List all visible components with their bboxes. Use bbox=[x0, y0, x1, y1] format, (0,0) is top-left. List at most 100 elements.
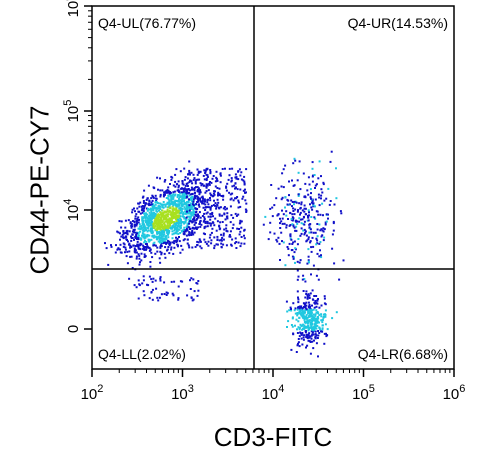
event-dot bbox=[332, 222, 335, 225]
event-dot bbox=[158, 257, 161, 260]
event-dot bbox=[299, 331, 302, 334]
event-dot bbox=[319, 249, 321, 252]
event-dot bbox=[146, 216, 149, 219]
event-dot bbox=[215, 207, 218, 210]
event-dot bbox=[312, 333, 315, 336]
event-dot bbox=[151, 194, 154, 197]
event-dot bbox=[144, 255, 147, 258]
event-dot bbox=[155, 215, 158, 218]
event-dot bbox=[172, 232, 175, 235]
event-dot bbox=[173, 246, 176, 249]
event-dot bbox=[185, 201, 188, 204]
event-dot bbox=[311, 317, 314, 320]
event-dot bbox=[282, 241, 285, 244]
event-dot bbox=[212, 215, 214, 218]
event-dot bbox=[308, 231, 311, 234]
event-dot bbox=[186, 210, 188, 213]
event-dot bbox=[205, 173, 208, 176]
event-dot bbox=[168, 191, 171, 193]
event-dot bbox=[176, 189, 179, 192]
event-dot bbox=[173, 221, 176, 224]
event-dot bbox=[157, 299, 160, 302]
event-dot bbox=[210, 231, 213, 234]
event-dot bbox=[148, 211, 151, 214]
event-dot bbox=[175, 232, 178, 235]
event-dot bbox=[313, 325, 316, 328]
event-dot bbox=[306, 296, 309, 298]
event-dot bbox=[210, 181, 213, 184]
event-dot bbox=[311, 320, 314, 323]
event-dot bbox=[290, 348, 293, 351]
event-dot bbox=[286, 310, 289, 313]
event-dot bbox=[239, 188, 242, 191]
event-dot bbox=[159, 241, 162, 244]
event-dot bbox=[187, 203, 190, 206]
event-dot bbox=[308, 319, 311, 322]
event-dot bbox=[295, 351, 298, 353]
event-dot bbox=[312, 308, 315, 311]
event-dot bbox=[299, 188, 302, 191]
event-dot bbox=[188, 220, 190, 223]
event-dot bbox=[138, 247, 141, 250]
event-dot bbox=[156, 217, 159, 220]
event-dot bbox=[183, 192, 186, 195]
event-dot bbox=[175, 168, 178, 171]
event-dot bbox=[136, 222, 138, 225]
event-dot bbox=[243, 229, 246, 232]
event-dot bbox=[306, 344, 309, 347]
event-dot bbox=[286, 246, 289, 248]
event-dot bbox=[329, 200, 332, 202]
event-dot bbox=[240, 171, 243, 174]
event-dot bbox=[299, 332, 302, 335]
event-dot bbox=[198, 190, 201, 193]
event-dot bbox=[124, 251, 126, 254]
event-dot bbox=[317, 355, 319, 358]
event-dot bbox=[137, 237, 140, 240]
event-dot bbox=[288, 203, 291, 206]
event-dot bbox=[156, 296, 159, 299]
event-dot bbox=[136, 245, 139, 248]
event-dot bbox=[157, 236, 160, 239]
event-dot bbox=[192, 173, 195, 176]
event-dot bbox=[118, 220, 121, 223]
event-dot bbox=[142, 230, 145, 233]
event-dot bbox=[284, 164, 287, 167]
event-dot bbox=[297, 342, 299, 345]
event-dot bbox=[145, 247, 148, 250]
event-dot bbox=[191, 230, 194, 232]
event-dot bbox=[290, 199, 293, 202]
event-dot bbox=[188, 226, 190, 229]
event-dot bbox=[312, 298, 315, 301]
event-dot bbox=[320, 315, 323, 318]
event-dot bbox=[169, 224, 171, 226]
event-dot bbox=[287, 320, 290, 323]
event-dot bbox=[232, 199, 235, 202]
y-tick-label: 106 bbox=[62, 0, 82, 17]
event-dot bbox=[120, 220, 123, 223]
event-dot bbox=[240, 220, 243, 223]
event-dot bbox=[300, 333, 303, 336]
event-dot bbox=[296, 344, 299, 347]
event-dot bbox=[122, 245, 125, 248]
event-dot bbox=[151, 288, 154, 291]
event-dot bbox=[203, 238, 206, 241]
event-dot bbox=[307, 238, 310, 241]
event-dot bbox=[231, 185, 234, 188]
event-dot bbox=[211, 221, 214, 224]
event-dot bbox=[187, 244, 190, 247]
event-dot bbox=[329, 160, 332, 163]
event-dot bbox=[174, 180, 177, 183]
event-dot bbox=[197, 204, 200, 207]
event-dot bbox=[209, 181, 211, 183]
event-dot bbox=[215, 243, 218, 246]
event-dot bbox=[166, 191, 169, 194]
event-dot bbox=[323, 332, 326, 335]
event-dot bbox=[302, 310, 305, 313]
event-dot bbox=[168, 217, 171, 220]
event-dot bbox=[208, 236, 211, 239]
event-dot bbox=[154, 203, 157, 206]
event-dot bbox=[188, 246, 191, 249]
event-dot bbox=[145, 207, 148, 210]
event-dot bbox=[236, 188, 239, 191]
event-dot bbox=[185, 229, 188, 232]
